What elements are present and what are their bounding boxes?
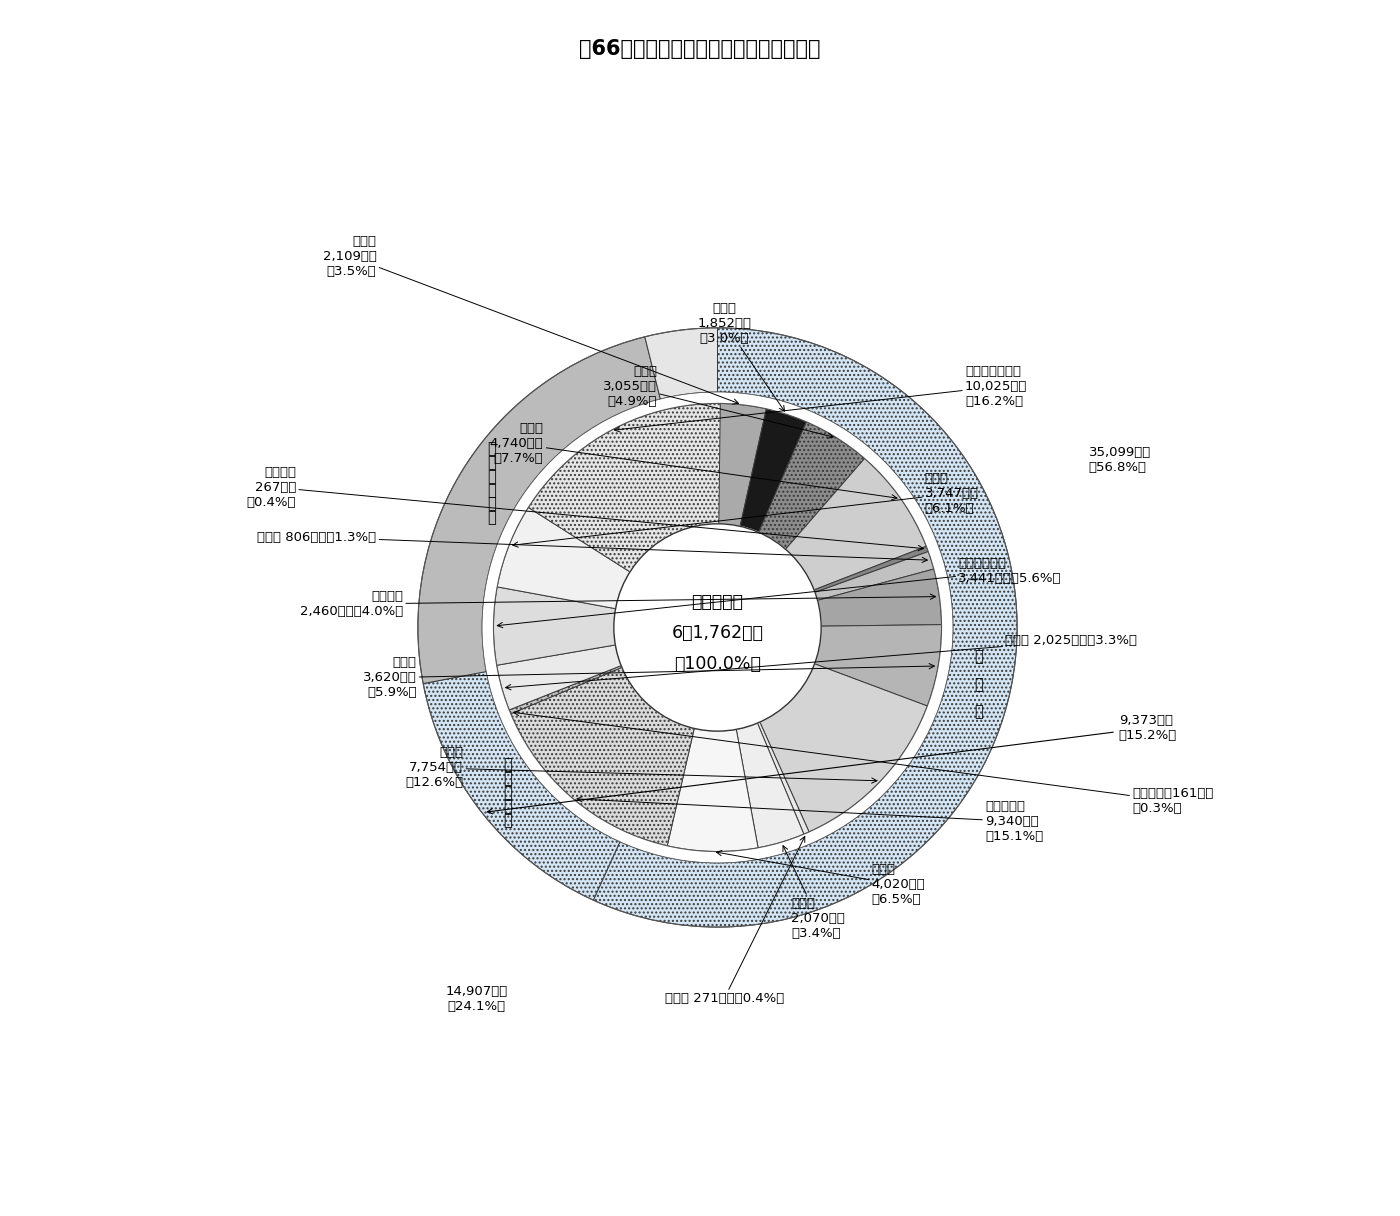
- Text: 農業費 806億円（1.3%）: 農業費 806億円（1.3%）: [258, 530, 927, 563]
- Wedge shape: [482, 392, 953, 863]
- Wedge shape: [818, 569, 942, 626]
- Text: 補助事業費: 補助事業費: [692, 593, 743, 612]
- Text: 河川海岸費
9,340億円
（15.1%）: 河川海岸費 9,340億円 （15.1%）: [577, 796, 1043, 843]
- Wedge shape: [497, 507, 630, 609]
- Text: 都
市
計
画
費: 都 市 計 画 費: [503, 758, 511, 828]
- Text: 街路費
3,747億円
（6.1%）: 街路費 3,747億円 （6.1%）: [512, 472, 979, 547]
- Text: 14,907億円
（24.1%）: 14,907億円 （24.1%）: [445, 985, 508, 1013]
- Circle shape: [613, 524, 822, 731]
- Wedge shape: [417, 337, 661, 683]
- Text: 道路橋りょう費
10,025億円
（16.2%）: 道路橋りょう費 10,025億円 （16.2%）: [615, 365, 1028, 432]
- Wedge shape: [528, 404, 721, 572]
- Text: 第66図　補助事業費の目的別内訳の状況: 第66図 補助事業費の目的別内訳の状況: [580, 39, 820, 58]
- Wedge shape: [511, 668, 694, 846]
- Wedge shape: [759, 422, 865, 550]
- Wedge shape: [757, 722, 809, 834]
- Text: 下水道費　161億円
（0.3%）: 下水道費 161億円 （0.3%）: [514, 710, 1214, 816]
- Wedge shape: [736, 724, 804, 848]
- Wedge shape: [594, 328, 1018, 927]
- Text: （100.0%）: （100.0%）: [673, 654, 762, 672]
- Wedge shape: [815, 546, 928, 592]
- Text: 区画整理費等
3,441億円（5.6%）: 区画整理費等 3,441億円（5.6%）: [497, 557, 1061, 627]
- Text: その他 271億円（0.4%）: その他 271億円（0.4%）: [665, 837, 805, 1006]
- Wedge shape: [741, 409, 806, 533]
- Wedge shape: [760, 664, 927, 832]
- Text: 民生費
1,852億円
（3.0%）: 民生費 1,852億円 （3.0%）: [697, 302, 784, 411]
- Wedge shape: [497, 644, 622, 710]
- Wedge shape: [510, 665, 622, 714]
- Wedge shape: [815, 552, 934, 601]
- Text: その他
2,109億円
（3.5%）: その他 2,109億円 （3.5%）: [322, 235, 738, 404]
- Wedge shape: [493, 587, 616, 665]
- Text: 林業費
3,620億円
（5.9%）: 林業費 3,620億円 （5.9%）: [363, 657, 934, 699]
- Wedge shape: [645, 328, 717, 399]
- Wedge shape: [423, 671, 620, 900]
- Wedge shape: [717, 404, 766, 527]
- Text: 農地費
7,754億円
（12.6%）: 農地費 7,754億円 （12.6%）: [405, 747, 876, 789]
- Wedge shape: [815, 625, 942, 706]
- Text: 土

木

費: 土 木 費: [974, 649, 983, 720]
- Text: 住宅費
4,020億円
（6.5%）: 住宅費 4,020億円 （6.5%）: [717, 850, 925, 906]
- Text: 水産業費
2,460億円（4.0%）: 水産業費 2,460億円（4.0%）: [300, 590, 935, 618]
- Text: 公園費 2,025億円（3.3%）: 公園費 2,025億円（3.3%）: [505, 635, 1137, 689]
- Text: 9,373億円
（15.2%）: 9,373億円 （15.2%）: [487, 714, 1177, 814]
- Text: 教育費
4,740億円
（7.7%）: 教育費 4,740億円 （7.7%）: [490, 422, 897, 500]
- Text: 衛生費
3,055億円
（4.9%）: 衛生費 3,055億円 （4.9%）: [603, 365, 833, 438]
- Text: 港湾費
2,070億円
（3.4%）: 港湾費 2,070億円 （3.4%）: [783, 845, 846, 940]
- Text: 農
林
水
産
業
費: 農 林 水 産 業 費: [487, 441, 497, 525]
- Wedge shape: [785, 458, 927, 590]
- Text: 35,099億円
（56.8%）: 35,099億円 （56.8%）: [1089, 446, 1151, 474]
- Text: 6兆1,762億円: 6兆1,762億円: [672, 624, 763, 642]
- Wedge shape: [668, 728, 757, 851]
- Text: 畜産業費
267億円
（0.4%）: 畜産業費 267億円 （0.4%）: [246, 466, 924, 551]
